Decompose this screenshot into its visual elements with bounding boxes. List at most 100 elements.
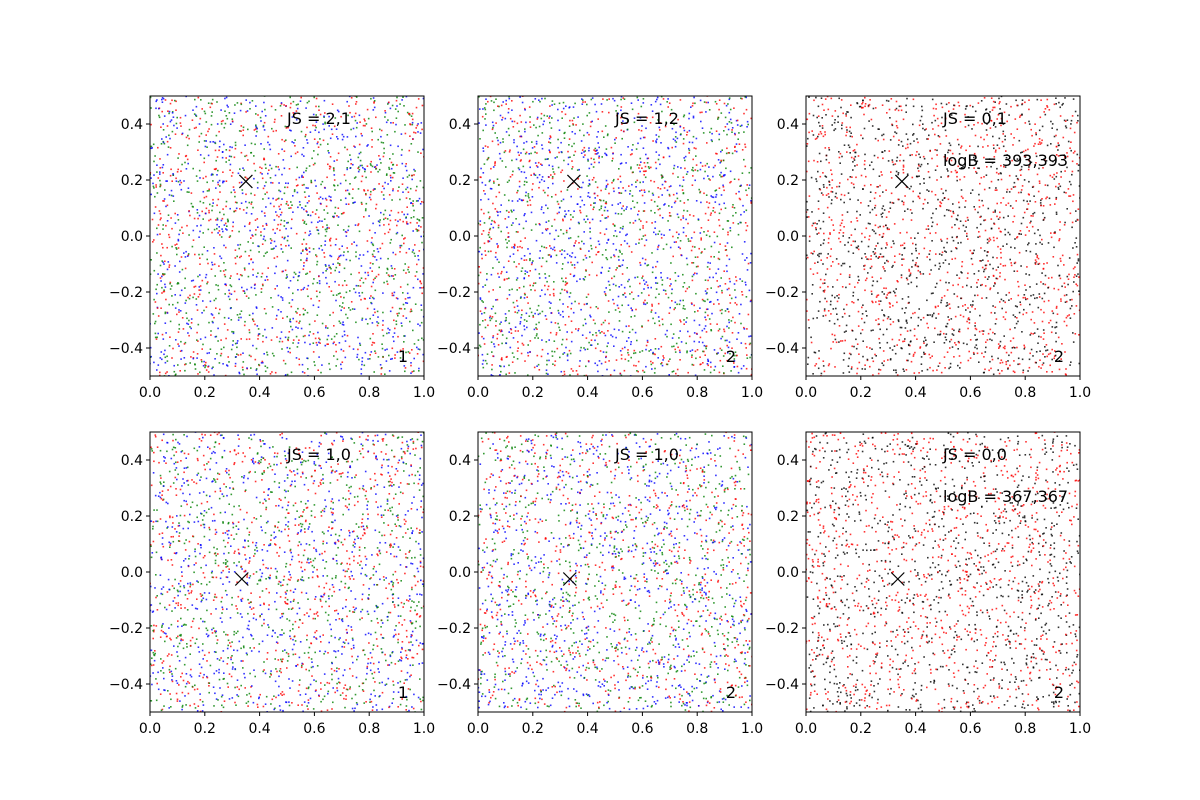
scatter-point (231, 118, 234, 120)
scatter-point (383, 198, 385, 200)
scatter-point (374, 289, 377, 292)
scatter-point (255, 294, 257, 296)
scatter-point (667, 360, 670, 362)
scatter-point (625, 208, 627, 210)
scatter-point (571, 168, 573, 170)
scatter-point (858, 279, 860, 281)
scatter-point (561, 338, 564, 341)
scatter-point (623, 130, 625, 133)
scatter-point (598, 146, 600, 149)
scatter-point (701, 111, 703, 114)
scatter-point (335, 333, 338, 335)
scatter-point (152, 185, 155, 188)
scatter-point (557, 166, 560, 169)
scatter-point (737, 138, 739, 140)
scatter-point (543, 114, 546, 117)
scatter-point (697, 218, 700, 220)
scatter-point (354, 224, 357, 226)
scatter-point (624, 358, 627, 361)
scatter-point (261, 173, 263, 175)
scatter-point (699, 168, 702, 171)
scatter-point (572, 123, 574, 125)
scatter-point (612, 97, 614, 100)
scatter-point (637, 370, 639, 373)
scatter-point (621, 137, 623, 140)
scatter-point (385, 174, 388, 176)
scatter-point (394, 327, 396, 330)
scatter-point (150, 147, 152, 150)
scatter-point (687, 199, 689, 201)
scatter-point (619, 372, 622, 375)
scatter-point (626, 206, 628, 208)
scatter-point (539, 295, 542, 297)
scatter-point (501, 342, 503, 345)
scatter-point (577, 328, 580, 330)
scatter-point (156, 164, 158, 166)
scatter-point (303, 220, 306, 223)
scatter-point (264, 252, 267, 255)
scatter-point (634, 331, 637, 334)
scatter-point (272, 248, 274, 250)
scatter-point (291, 141, 293, 143)
scatter-point (546, 359, 548, 362)
scatter-point (253, 129, 256, 131)
scatter-point (498, 276, 500, 278)
scatter-point (748, 343, 751, 346)
scatter-point (721, 308, 723, 311)
scatter-point (563, 370, 566, 373)
scatter-point (382, 324, 384, 326)
scatter-point (657, 244, 660, 247)
scatter-point (1066, 275, 1069, 278)
scatter-point (294, 139, 296, 141)
scatter-point (497, 344, 500, 346)
scatter-point (371, 270, 373, 272)
scatter-point (655, 276, 657, 279)
scatter-point (200, 359, 203, 361)
scatter-point (494, 162, 496, 164)
scatter-point (918, 252, 920, 255)
scatter-point (393, 278, 395, 280)
scatter-point (687, 238, 690, 240)
scatter-point (657, 246, 659, 248)
scatter-point (490, 317, 493, 320)
scatter-point (360, 201, 363, 204)
scatter-point (613, 369, 616, 372)
scatter-point (205, 175, 207, 178)
scatter-point (745, 96, 747, 99)
scatter-point (537, 363, 540, 366)
scatter-point (562, 198, 565, 201)
scatter-point (904, 338, 906, 340)
scatter-point (198, 286, 201, 288)
scatter-point (589, 331, 591, 334)
scatter-point (265, 181, 267, 184)
scatter-point (252, 318, 254, 321)
scatter-point (518, 185, 521, 188)
scatter-point (616, 104, 619, 107)
scatter-point (1070, 119, 1073, 122)
scatter-point (594, 181, 597, 183)
scatter-point (279, 190, 282, 193)
scatter-point (227, 219, 229, 222)
scatter-point (231, 120, 234, 122)
scatter-point (385, 272, 388, 274)
scatter-point (568, 296, 571, 298)
scatter-point (412, 200, 414, 202)
scatter-point (487, 198, 490, 201)
scatter-point (985, 129, 988, 131)
scatter-point (557, 108, 559, 111)
scatter-point (602, 199, 605, 202)
scatter-point (596, 194, 599, 197)
scatter-point (270, 239, 273, 242)
scatter-point (680, 341, 683, 343)
scatter-point (521, 267, 524, 269)
scatter-point (614, 309, 617, 311)
scatter-point (286, 222, 288, 224)
scatter-point (309, 131, 312, 133)
scatter-point (165, 332, 167, 334)
scatter-point (746, 225, 749, 227)
scatter-point (823, 289, 826, 292)
scatter-point (589, 237, 592, 240)
scatter-point (620, 96, 623, 98)
scatter-point (949, 307, 951, 310)
scatter-point (641, 350, 644, 352)
